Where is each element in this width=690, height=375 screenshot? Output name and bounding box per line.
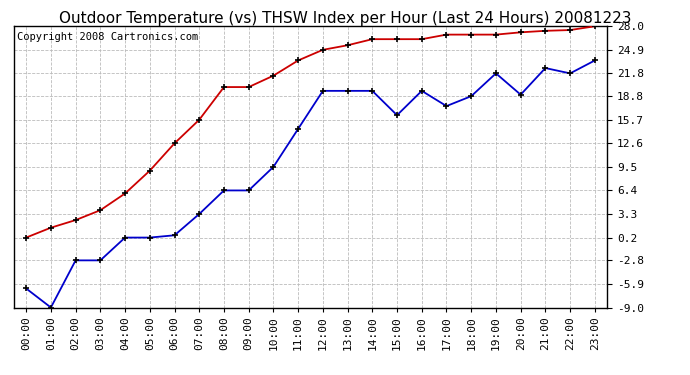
Text: Outdoor Temperature (vs) THSW Index per Hour (Last 24 Hours) 20081223: Outdoor Temperature (vs) THSW Index per … bbox=[59, 11, 631, 26]
Text: Copyright 2008 Cartronics.com: Copyright 2008 Cartronics.com bbox=[17, 32, 198, 42]
